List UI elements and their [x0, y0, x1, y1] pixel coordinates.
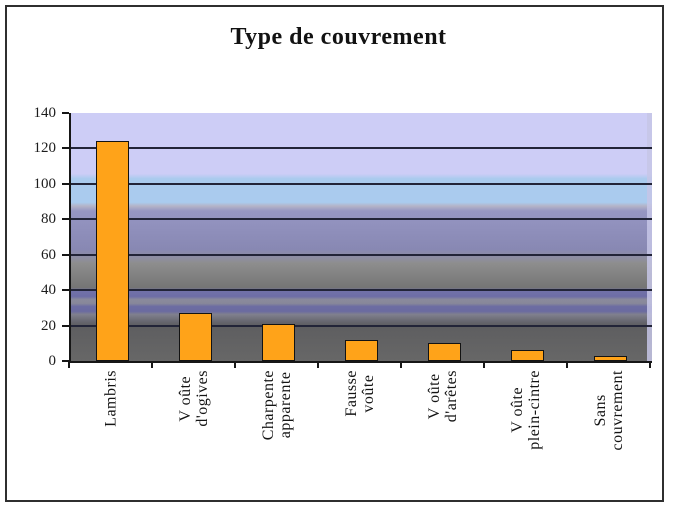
y-axis-label-60: 60	[41, 246, 56, 263]
chart-title: Type de couvrement	[230, 24, 447, 50]
y-axis-label-0: 0	[48, 353, 57, 369]
y-axis-label-20: 20	[41, 317, 56, 334]
x-axis-category-label-text: V oûte d'arêtes	[425, 370, 460, 423]
x-axis-tick	[317, 361, 319, 368]
y-axis-tick	[62, 289, 69, 292]
y-axis-tick	[62, 253, 69, 256]
gridline-40	[71, 289, 652, 292]
y-axis-tick	[62, 324, 69, 327]
x-axis-category-label-text: V oûte d'ogives	[176, 370, 211, 427]
y-axis-label-100: 100	[33, 175, 57, 192]
x-axis-category-label-2: V oûte d'ogives	[177, 370, 211, 427]
gridline-20	[71, 324, 652, 327]
bar-3	[262, 323, 295, 361]
x-axis-category-label-1: Lambris	[102, 370, 119, 427]
bar-1	[96, 141, 129, 361]
y-axis-tick	[62, 112, 69, 114]
bar-6	[511, 350, 544, 361]
gridline-120	[71, 147, 652, 150]
y-axis-tick	[62, 147, 69, 150]
y-axis-tick	[62, 360, 69, 362]
x-axis-tick	[400, 361, 402, 368]
plot-right-edge-highlight	[647, 113, 652, 361]
x-axis-category-label-text: Lambris	[102, 370, 119, 427]
y-axis-tick	[62, 182, 69, 185]
x-axis-category-label-text: Charpente apparente	[259, 370, 294, 441]
x-axis-tick	[68, 361, 70, 368]
y-axis-label-40: 40	[41, 282, 56, 299]
x-axis-category-label-4: Fausse voûte	[343, 370, 377, 417]
bar-2	[179, 313, 212, 361]
gridline-60	[71, 253, 652, 256]
x-axis-category-label-5: V oûte d'arêtes	[426, 370, 460, 422]
x-axis-category-label-text: Fausse voûte	[342, 370, 377, 417]
plot-area	[69, 113, 652, 363]
y-axis-tick	[62, 218, 69, 221]
x-axis-category-label-text: Sans couvrement	[591, 370, 626, 451]
x-axis-tick	[151, 361, 153, 368]
x-axis-tick	[234, 361, 236, 368]
gridline-80	[71, 218, 652, 221]
y-axis-label-80: 80	[41, 211, 56, 228]
x-axis-category-label-6: V oûte plein-cintre	[509, 370, 543, 450]
x-axis-category-label-text: V oûte plein-cintre	[508, 370, 543, 450]
bar-7	[594, 355, 627, 361]
bar-4	[345, 339, 378, 361]
x-axis-tick	[483, 361, 485, 368]
y-axis-label-140: 140	[33, 105, 57, 121]
x-axis-tick	[566, 361, 568, 368]
bar-5	[428, 343, 461, 361]
y-axis-label-120: 120	[33, 140, 57, 157]
x-axis-category-label-3: Charpente apparente	[260, 370, 294, 440]
x-axis-category-label-7: Sans couvrement	[592, 370, 626, 451]
x-axis-tick	[649, 361, 651, 368]
gridline-100	[71, 182, 652, 185]
